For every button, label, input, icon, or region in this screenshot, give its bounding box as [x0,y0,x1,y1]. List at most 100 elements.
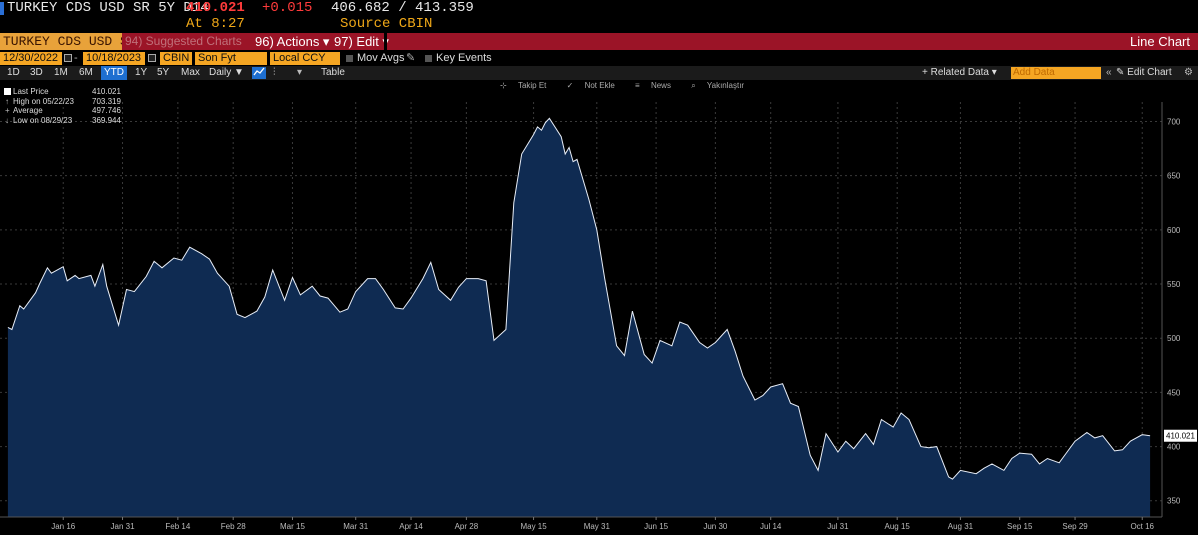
add-note-tool[interactable]: ✓ Not Ekle [566,81,615,90]
data-point [853,448,854,449]
related-data-button[interactable]: + Related Data ▾ [922,67,997,78]
zoom-tool[interactable]: ⌕ Yakınlaştır [691,81,745,90]
chart-area[interactable]: 350 400 450 500 550 600 650 700 Jan 16 Jan 31 Feb … [0,80,1198,535]
data-point [466,278,467,279]
frequency-select[interactable]: Daily ▼ [209,67,244,78]
key-events-checkbox[interactable] [425,55,432,62]
start-date-field[interactable]: 12/30/2022 [0,52,62,65]
add-data-input[interactable]: Add Data [1011,67,1101,79]
line-chart-icon[interactable] [252,67,266,79]
data-point [754,399,755,400]
data-point [173,257,174,258]
data-point [1074,441,1075,442]
gear-icon[interactable]: ⚙ [1184,67,1193,78]
data-point [63,266,64,267]
data-point [727,329,728,330]
data-point [1094,437,1095,438]
last-price: 410.021 [186,0,245,16]
table-button[interactable]: Table [321,67,345,78]
period-1d[interactable]: 1D [7,67,20,78]
data-point [699,342,700,343]
calendar-icon[interactable] [64,54,72,62]
data-point [596,229,597,230]
data-point [652,363,653,364]
data-point [229,286,230,287]
x-tick-label: Apr 14 [399,522,423,531]
suggested-charts-menu[interactable]: 94) Suggested Charts [125,34,242,48]
news-icon: ≡ [635,81,642,90]
chart-type-title: Line Chart [1130,34,1190,49]
data-point [991,463,992,464]
data-point [920,446,921,447]
pencil-icon: ✎ [1116,67,1128,78]
news-tool[interactable]: ≡ News [635,81,671,90]
data-point [11,329,12,330]
data-point [865,433,866,434]
end-date-field[interactable]: 10/18/2023 [83,52,145,65]
period-1y[interactable]: 1Y [135,67,148,78]
data-point [284,300,285,301]
data-point [948,476,949,477]
data-point [410,298,411,299]
data-point [320,295,321,296]
data-point [102,264,103,265]
data-point [573,161,574,162]
data-point [201,253,202,254]
pencil-icon[interactable]: ✎ [406,52,416,64]
period-1m[interactable]: 1M [54,67,68,78]
data-point [458,287,459,288]
data-point [561,136,562,137]
data-point [644,354,645,355]
mov-avgs-checkbox[interactable] [346,55,353,62]
y-tick-label: 450 [1167,388,1181,397]
period-ytd[interactable]: YTD [101,66,127,80]
bar-chart-icon[interactable]: ⫶ [273,67,276,78]
data-point [256,311,257,312]
period-6m[interactable]: 6M [79,67,93,78]
chevron-down-icon[interactable]: ▾ [297,67,303,78]
x-tick-label: Apr 28 [455,522,479,531]
zoom-icon: ⌕ [691,81,698,90]
follow-tool[interactable]: ⊹ Takip Et [500,81,547,90]
data-point [1059,462,1060,463]
period-5y[interactable]: 5Y [157,67,170,78]
data-point [367,278,368,279]
data-point [1086,432,1087,433]
currency-select[interactable]: Local CCY [270,52,340,65]
data-point [450,300,451,301]
average-icon: + [5,106,10,115]
period-3d[interactable]: 3D [30,67,43,78]
pricing-source-field[interactable]: CBIN [160,52,192,65]
key-events-label[interactable]: Key Events [436,52,492,64]
security-field[interactable]: TURKEY CDS USD SR [0,33,122,50]
data-point [1003,470,1004,471]
data-point [521,153,522,154]
data-point [486,280,487,281]
ticker[interactable]: TURKEY CDS USD SR 5Y D14 [7,0,209,16]
price-chart[interactable]: 350 400 450 500 550 600 650 700 Jan 16 Jan 31 Feb … [0,80,1198,535]
y-tick-label: 500 [1167,334,1181,343]
data-point [347,308,348,309]
last-value-tag [1164,429,1197,442]
x-tick-label: Jun 15 [644,522,669,531]
x-tick-label: Mar 15 [280,522,305,531]
quote-time: At 8:27 [186,16,245,32]
price-field-select[interactable]: Son Fyt [195,52,267,65]
data-point [818,470,819,471]
edit-menu[interactable]: 97) Edit ▾ [334,34,389,49]
calendar-icon[interactable] [148,54,156,62]
last-value-label: 410.021 [1166,432,1195,441]
collapse-icon[interactable]: « [1106,67,1112,78]
price-change: +0.015 [262,0,313,16]
edit-chart-button[interactable]: ✎ Edit Chart [1116,66,1172,80]
data-point [908,419,909,420]
data-point [90,275,91,276]
period-max[interactable]: Max [181,67,200,78]
x-tick-label: May 31 [584,522,611,531]
actions-menu[interactable]: 96) Actions ▾ [255,34,330,49]
data-point [300,294,301,295]
data-point [146,276,147,277]
mov-avgs-label[interactable]: Mov Avgs [357,52,405,64]
data-point [493,340,494,341]
data-point [1150,435,1151,436]
